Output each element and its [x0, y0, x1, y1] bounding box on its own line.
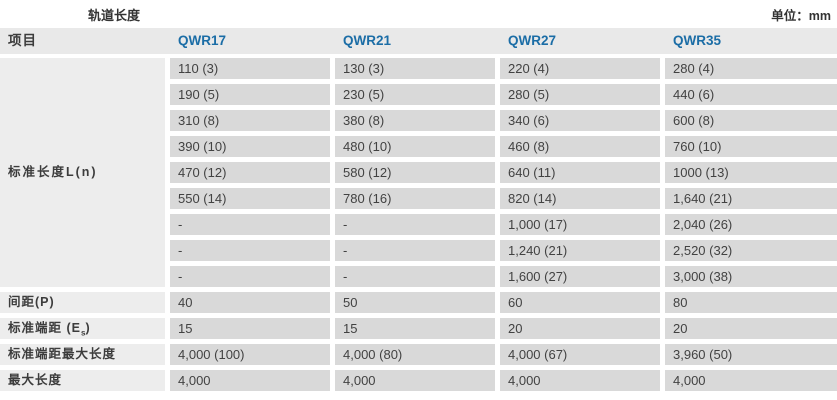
table-cell: 3,960 (50) [665, 344, 837, 365]
table-body: 标准长度L(n) 110 (3) 130 (3) 220 (4) 280 (4)… [0, 58, 837, 391]
table-cell: 440 (6) [665, 84, 837, 105]
table-cell: 1000 (13) [665, 162, 837, 183]
row-label-text: 标准端距 (E [8, 321, 81, 335]
table-cell: 1,640 (21) [665, 188, 837, 209]
table-cell: 340 (6) [500, 110, 660, 131]
table-cell: 20 [665, 318, 837, 339]
table-cell: 580 (12) [335, 162, 495, 183]
column-header-qwr17: QWR17 [178, 33, 227, 48]
table-cell: 60 [500, 292, 660, 313]
table-cell: 15 [335, 318, 495, 339]
title-bar: 轨道长度 单位：mm [0, 0, 837, 28]
table-cell: 130 (3) [335, 58, 495, 79]
table-cell: 40 [170, 292, 330, 313]
table-cell: 4,000 (80) [335, 344, 495, 365]
table-cell: 4,000 [170, 370, 330, 391]
row-label-standard-length: 标准长度L(n) [0, 58, 165, 287]
row-label-standard-end-max-length: 标准端距最大长度 [0, 344, 165, 365]
table-cell: 480 (10) [335, 136, 495, 157]
table-cell: 190 (5) [170, 84, 330, 105]
row-label-pitch: 间距(P) [0, 292, 165, 313]
column-header-qwr21: QWR21 [343, 33, 392, 48]
page-title: 轨道长度 [88, 8, 141, 23]
table-cell: 780 (16) [335, 188, 495, 209]
row-label-standard-end-distance: 标准端距 (Es) [0, 318, 165, 339]
unit-label: 单位：mm [771, 9, 831, 23]
row-label-max-length: 最大长度 [0, 370, 165, 391]
table-cell: - [170, 240, 330, 261]
subscript-s: s [80, 328, 86, 338]
table-cell: 310 (8) [170, 110, 330, 131]
table-cell: - [335, 240, 495, 261]
table-cell: 4,000 (67) [500, 344, 660, 365]
column-header-qwr35: QWR35 [673, 33, 722, 48]
column-header-qwr27: QWR27 [508, 33, 557, 48]
table-cell: 110 (3) [170, 58, 330, 79]
table-cell: 1,000 (17) [500, 214, 660, 235]
table-cell: 2,520 (32) [665, 240, 837, 261]
table-cell: 2,040 (26) [665, 214, 837, 235]
table-cell: - [170, 214, 330, 235]
row-label-text: ) [85, 321, 91, 335]
table-cell: 4,000 [665, 370, 837, 391]
table-cell: 280 (5) [500, 84, 660, 105]
table-cell: 220 (4) [500, 58, 660, 79]
table-cell: 20 [500, 318, 660, 339]
table-cell: - [335, 214, 495, 235]
table-cell: 1,600 (27) [500, 266, 660, 287]
table-cell: 820 (14) [500, 188, 660, 209]
table-cell: 640 (11) [500, 162, 660, 183]
table-cell: 390 (10) [170, 136, 330, 157]
table-cell: 3,000 (38) [665, 266, 837, 287]
column-header-item: 项目 [8, 33, 37, 48]
table-cell: 600 (8) [665, 110, 837, 131]
table-header-row: 项目 QWR17 QWR21 QWR27 QWR35 [0, 28, 837, 54]
table-cell: 460 (8) [500, 136, 660, 157]
table-cell: 50 [335, 292, 495, 313]
table-cell: 80 [665, 292, 837, 313]
table-cell: 470 (12) [170, 162, 330, 183]
table-cell: 230 (5) [335, 84, 495, 105]
table-cell: 1,240 (21) [500, 240, 660, 261]
table-cell: - [335, 266, 495, 287]
table-cell: 550 (14) [170, 188, 330, 209]
table-cell: 15 [170, 318, 330, 339]
table-cell: 380 (8) [335, 110, 495, 131]
table-cell: 280 (4) [665, 58, 837, 79]
table-cell: - [170, 266, 330, 287]
table-cell: 4,000 (100) [170, 344, 330, 365]
table-cell: 4,000 [500, 370, 660, 391]
table-cell: 4,000 [335, 370, 495, 391]
table-cell: 760 (10) [665, 136, 837, 157]
